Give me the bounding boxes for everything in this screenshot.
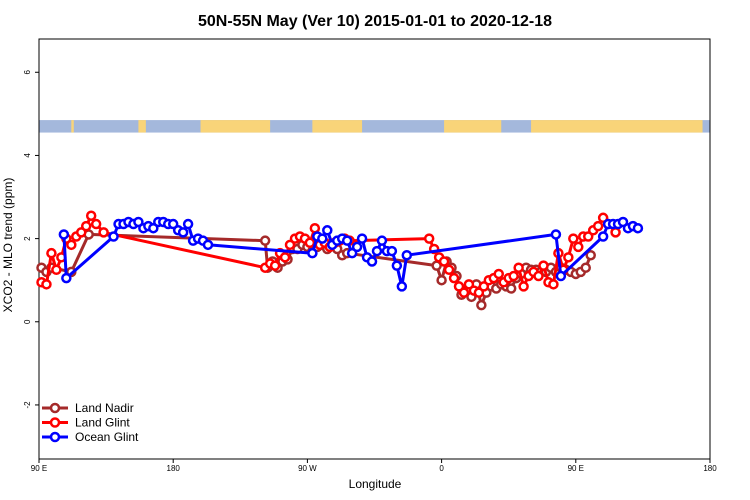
data-point (573, 241, 584, 253)
data-point (366, 256, 378, 267)
data-point (307, 247, 318, 259)
data-point (58, 229, 70, 240)
land-ocean-band (39, 120, 710, 133)
data-point (269, 260, 281, 271)
data-point (436, 274, 447, 286)
plot-frame (38, 38, 711, 460)
data-point (592, 220, 604, 232)
data-point (493, 268, 505, 280)
x-tick-label: 90 E (31, 464, 47, 473)
legend-marker (49, 431, 61, 443)
data-point (304, 237, 316, 249)
land-segment (138, 120, 146, 133)
data-point (98, 227, 109, 238)
data-point (508, 270, 519, 282)
chart-title: 50N-55N May (Ver 10) 2015-01-01 to 2020-… (198, 13, 552, 30)
x-axis: 90 E 180 90 W 0 90 E 180 (31, 459, 717, 473)
x-tick-label: 0 (439, 464, 444, 473)
data-point (597, 231, 609, 242)
data-point (182, 218, 194, 230)
data-point (341, 235, 353, 246)
data-point (585, 249, 596, 261)
data-point (423, 233, 435, 244)
legend-label: Land Glint (75, 416, 130, 430)
y-tick-label: 4 (23, 153, 32, 158)
x-tick-label: 90 W (298, 464, 317, 473)
land-segment (444, 120, 502, 133)
data-point (322, 225, 333, 236)
data-point (438, 256, 450, 267)
data-point (80, 220, 92, 232)
data-point (376, 235, 388, 246)
data-point (317, 233, 328, 244)
data-point (391, 260, 403, 271)
data-point (85, 210, 97, 221)
legend-label: Ocean Glint (75, 430, 139, 444)
data-point (555, 270, 567, 282)
data-point (41, 279, 52, 290)
data-point (396, 281, 408, 292)
data-point (533, 270, 544, 282)
y-axis: -2 0 2 4 6 (23, 69, 39, 409)
data-point (279, 252, 291, 263)
data-point (66, 239, 77, 251)
legend-item-ocean-glint: Ocean Glint (42, 430, 139, 444)
data-point (610, 227, 621, 238)
data-point (476, 299, 487, 311)
series-land-glint (36, 210, 621, 298)
data-point (632, 222, 644, 234)
legend-item-land-nadir: Land Nadir (42, 401, 134, 415)
data-point (443, 264, 455, 276)
data-point (513, 262, 524, 273)
data-point (568, 233, 579, 244)
data-point (505, 283, 517, 294)
data-point (309, 222, 321, 234)
data-point (518, 281, 529, 292)
land-segment (531, 120, 703, 133)
y-tick-label: 2 (23, 236, 32, 241)
legend-marker (49, 417, 61, 428)
legend-item-land-glint: Land Glint (42, 416, 130, 430)
x-tick-label: 180 (167, 464, 181, 473)
data-point (351, 241, 363, 253)
data-point (51, 264, 62, 276)
data-point (548, 279, 559, 290)
data-point (90, 218, 102, 230)
data-point (386, 245, 398, 257)
data-point (371, 245, 383, 257)
y-tick-label: 6 (23, 69, 32, 74)
y-axis-label: XCO2 - MLO trend (ppm) (1, 178, 15, 313)
y-tick-label: -2 (23, 401, 32, 409)
data-point (177, 227, 189, 238)
data-point (356, 233, 368, 244)
data-point (550, 229, 562, 240)
data-point (259, 235, 271, 246)
series-layer (36, 210, 644, 311)
data-point (202, 239, 214, 251)
data-point (46, 247, 57, 259)
data-point (538, 260, 549, 271)
legend-label: Land Nadir (75, 401, 134, 415)
data-point (448, 272, 460, 284)
data-point (401, 249, 413, 261)
land-segment (71, 120, 74, 133)
data-point (61, 272, 72, 284)
land-segment (200, 120, 271, 133)
data-point (458, 287, 470, 298)
y-tick-label: 0 (23, 319, 32, 324)
land-segment (312, 120, 363, 133)
x-tick-label: 90 E (568, 464, 584, 473)
data-point (580, 262, 591, 273)
data-point (563, 252, 574, 263)
legend-marker (49, 402, 61, 414)
series-ocean-glint (58, 216, 644, 292)
x-tick-label: 180 (703, 464, 717, 473)
x-axis-label: Longitude (349, 477, 402, 491)
data-point (108, 231, 119, 242)
